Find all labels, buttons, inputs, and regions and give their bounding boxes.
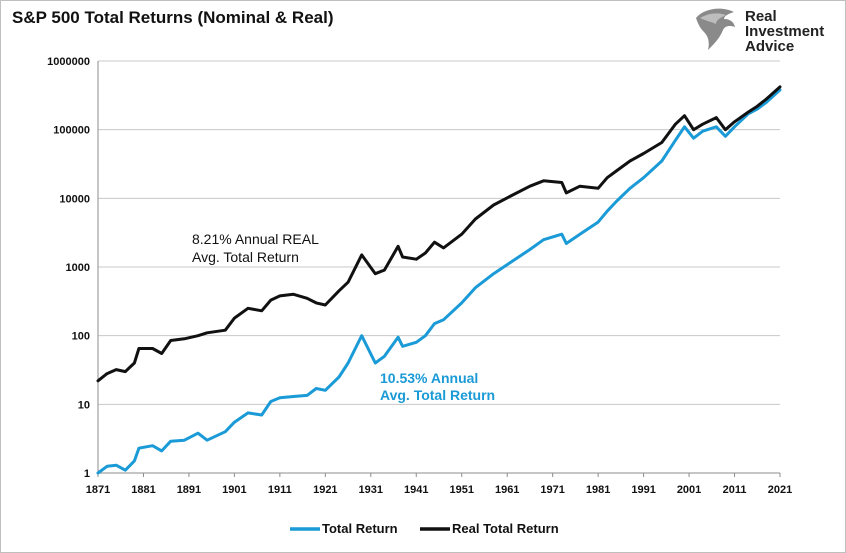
brand-line-3: Advice — [745, 38, 794, 55]
y-tick-label: 10000 — [59, 193, 90, 205]
chart-title: S&P 500 Total Returns (Nominal & Real) — [12, 8, 334, 27]
x-tick-label: 1931 — [359, 484, 383, 496]
x-tick-label: 1981 — [586, 484, 610, 496]
annotation-nominal: 10.53% Annual Avg. Total Return — [380, 370, 495, 403]
y-tick-label: 1 — [84, 468, 90, 480]
brand-logo: Real Investment Advice — [696, 8, 824, 55]
y-tick-label: 10 — [78, 399, 90, 411]
annotation-real-line-1: 8.21% Annual REAL — [192, 231, 319, 247]
eagle-head-icon — [696, 8, 735, 50]
plot-series — [96, 85, 782, 475]
y-tick-label: 1000 — [66, 262, 90, 274]
y-axis: 1 10 100 1000 10000 100000 1000000 — [47, 56, 99, 480]
x-tick-label: 2001 — [677, 484, 701, 496]
y-tick-label: 100000 — [53, 125, 90, 137]
y-tick-label: 1000000 — [47, 56, 90, 68]
x-tick-label: 2011 — [723, 484, 747, 496]
x-tick-label: 1871 — [86, 484, 110, 496]
x-tick-label: 1961 — [495, 484, 519, 496]
x-tick-label: 1911 — [268, 484, 292, 496]
brand-line-1: Real — [745, 8, 777, 25]
x-tick-label: 1991 — [631, 484, 655, 496]
legend: Total Return Real Total Return — [290, 521, 559, 536]
x-tick-label: 1881 — [131, 484, 155, 496]
annotation-real-line-2: Avg. Total Return — [192, 249, 299, 265]
annotation-nominal-line-1: 10.53% Annual — [380, 370, 478, 386]
brand-line-2: Investment — [745, 23, 824, 40]
x-axis: 1871 1881 1891 1901 1911 1921 1931 1941 1951 1961… — [86, 472, 792, 496]
x-tick-label: 1921 — [313, 484, 337, 496]
x-tick-label: 1941 — [404, 484, 428, 496]
annotation-real: 8.21% Annual REAL Avg. Total Return — [192, 231, 319, 265]
x-tick-label: 1951 — [449, 484, 473, 496]
y-tick-label: 100 — [72, 331, 90, 343]
legend-label-real-total-return: Real Total Return — [452, 521, 559, 536]
x-tick-label: 1901 — [222, 484, 246, 496]
series-line-real-total-return — [96, 85, 782, 383]
x-tick-label: 2021 — [768, 484, 792, 496]
x-tick-label: 1971 — [540, 484, 564, 496]
series-line-total-return — [96, 88, 782, 475]
x-tick-label: 1891 — [177, 484, 201, 496]
legend-label-total-return: Total Return — [322, 521, 398, 536]
annotation-nominal-line-2: Avg. Total Return — [380, 387, 495, 403]
